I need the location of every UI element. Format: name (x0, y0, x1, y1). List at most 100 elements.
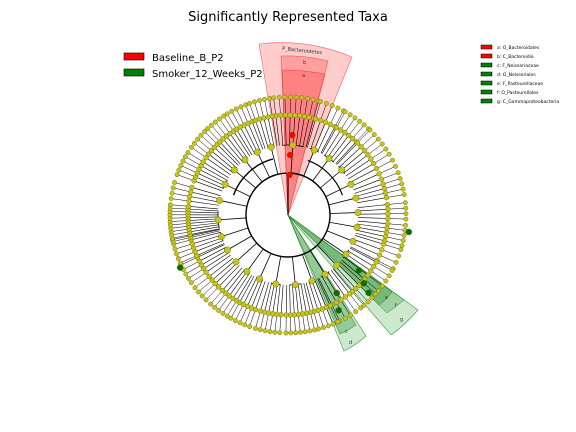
node-order (373, 165, 380, 172)
node-class (267, 143, 275, 151)
branch-leaf (354, 235, 384, 245)
branch-leaf (251, 280, 263, 309)
node-leaf (386, 151, 392, 157)
branch-leaf (170, 211, 189, 213)
node-leaf (324, 101, 329, 106)
branch-leaf (302, 313, 306, 332)
node-leaf (395, 170, 401, 176)
node-order (230, 295, 236, 301)
wedge-g (287, 214, 419, 336)
node-class (221, 180, 229, 188)
branch-leaf (321, 276, 337, 303)
node-order (380, 181, 386, 187)
branch-leaf (356, 197, 387, 204)
node-leaf (267, 96, 272, 101)
node-leaf (174, 251, 179, 257)
branch-leaf (269, 313, 273, 332)
node-leaf (220, 310, 226, 316)
node-leaf (257, 98, 262, 103)
key-swatch-a (480, 44, 493, 50)
wedge-b (280, 55, 329, 216)
branch-leaf (196, 243, 225, 256)
node-class (223, 246, 231, 254)
node-leaf (403, 211, 409, 217)
node-order (342, 130, 348, 136)
branch-leaf (308, 281, 319, 311)
branch-leaf (192, 234, 222, 245)
branch-leaf (178, 169, 196, 178)
branch-leaf (315, 101, 321, 119)
branch-leaf (302, 117, 310, 147)
node-leaf (202, 129, 207, 134)
node-leaf (335, 105, 341, 111)
branch-leaf (344, 117, 356, 133)
branch-leaf (353, 178, 382, 191)
node-leaf (172, 180, 177, 185)
node-a (288, 131, 296, 139)
branch-leaf (306, 313, 311, 332)
node-order (338, 297, 344, 303)
node-leaf (402, 200, 408, 206)
branch-leaf (351, 173, 380, 187)
branch-class (221, 227, 249, 238)
branch-leaf (171, 228, 190, 232)
branch-leaf (336, 111, 346, 128)
clade-label-b: b (303, 60, 306, 66)
branch-leaf (352, 124, 365, 139)
branch-leaf (191, 187, 221, 196)
branch-leaf (259, 119, 269, 148)
node-order (346, 132, 352, 139)
node-leaf (373, 291, 379, 297)
node-leaf (288, 94, 293, 100)
node-order (385, 221, 391, 227)
key-swatch-c (480, 62, 493, 68)
node-order (215, 284, 222, 290)
node-leaf (283, 330, 289, 336)
node-order (206, 151, 212, 157)
branch-leaf (204, 131, 218, 145)
branch-leaf (267, 116, 275, 147)
branch-leaf (222, 298, 234, 314)
branch-leaf (215, 121, 227, 137)
branch-leaf (236, 108, 245, 126)
node-order (382, 190, 389, 196)
node-order (277, 112, 284, 118)
node-order (312, 116, 319, 122)
branch-leaf (274, 314, 278, 333)
node-order (265, 114, 271, 120)
branch-leaf (218, 265, 240, 288)
branch-leaf (337, 263, 360, 286)
key-label-g: g: C_Gammaproteobacteria (497, 99, 559, 105)
node-class (241, 156, 249, 164)
branch-class (316, 244, 337, 266)
branch-leaf (205, 254, 231, 273)
node-leaf (398, 247, 404, 252)
node-leaf (316, 326, 321, 332)
node-class (353, 223, 361, 231)
branch-leaf (188, 216, 219, 218)
node-bacteroidetes (286, 171, 293, 179)
branch-class (219, 200, 248, 207)
node-class (310, 146, 318, 154)
branch-leaf (330, 135, 349, 160)
node-leaf (369, 295, 375, 301)
node-leaf (325, 323, 331, 329)
branch-leaf (223, 115, 234, 132)
node-leaf (168, 202, 173, 208)
branch-leaf (190, 230, 220, 238)
branch-leaf (313, 311, 319, 330)
branch-leaf (387, 227, 406, 231)
node-order (365, 272, 371, 278)
branch-leaf (355, 188, 385, 197)
node-leaf (224, 111, 230, 117)
branch-leaf (320, 103, 327, 121)
branch-leaf (188, 205, 219, 210)
node-class (308, 277, 316, 285)
node-leaf (396, 253, 402, 259)
branch-leaf (379, 166, 396, 175)
node-order (185, 203, 191, 209)
node-order (201, 266, 207, 272)
branch-leaf (298, 314, 301, 333)
node-order (338, 127, 344, 133)
